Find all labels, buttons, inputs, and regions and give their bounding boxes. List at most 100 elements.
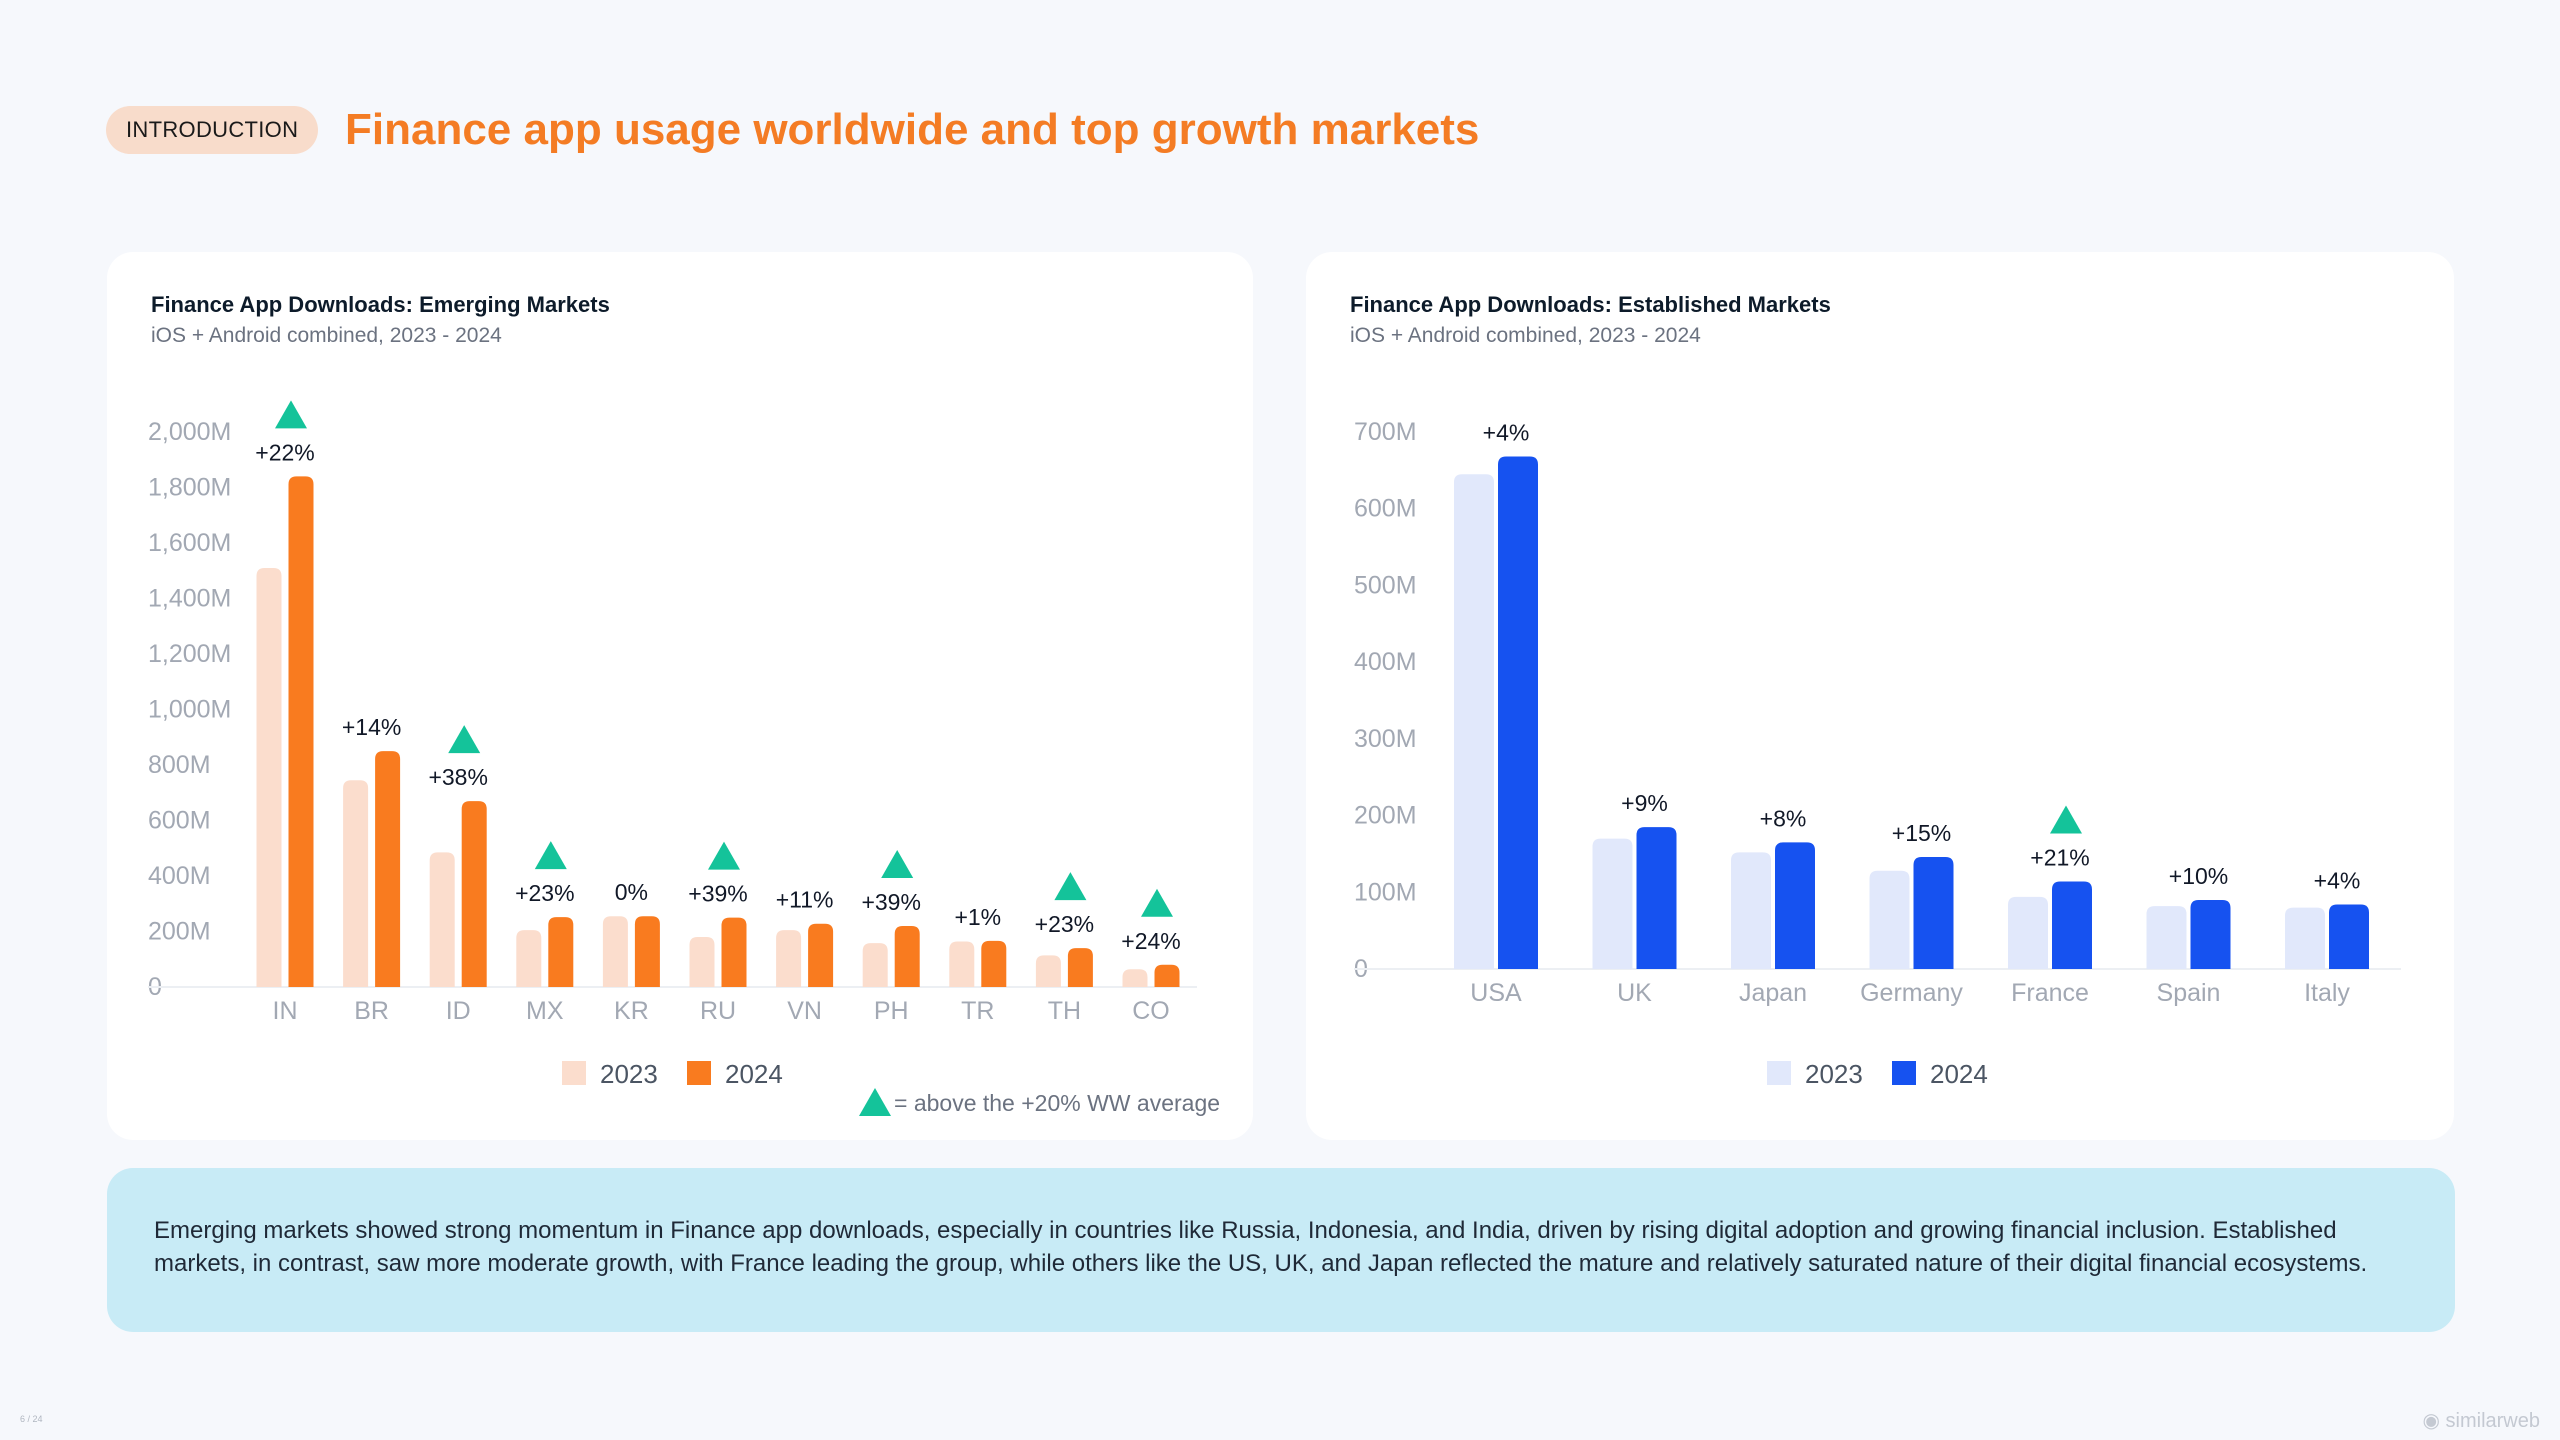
x-tick-label: RU [700,997,736,1025]
established-chart-subtitle: iOS + Android combined, 2023 - 2024 [1350,324,1701,347]
bar-2024-co [1154,964,1180,987]
emerging-markets-card: Finance App Downloads: Emerging Markets … [107,252,1253,1140]
bar-2023-co [1122,969,1148,987]
emerging-markets-chart: 0200M400M600M800M1,000M1,200M1,400M1,600… [148,400,1220,1116]
growth-label: +38% [428,764,487,790]
y-tick-label: 600M [1354,495,1417,523]
growth-label: +4% [1483,420,1530,446]
y-tick-label: 600M [148,807,211,835]
legend-swatch-2024 [687,1061,711,1085]
bar-2023-kr [602,916,628,987]
bar-2024-ru [721,917,747,987]
x-tick-label: BR [354,997,389,1025]
bar-2023-usa [1454,474,1494,969]
bar-2024-germany [1913,856,1954,969]
y-tick-label: 800M [148,751,211,779]
bar-2024-ph [894,925,920,987]
legend-label-2024: 2024 [1930,1059,1988,1089]
established-markets-chart: 0100M200M300M400M500M600M700MUSA+4%UK+9%… [1354,418,2401,1089]
emerging-chart-title: Finance App Downloads: Emerging Markets [151,292,610,317]
bar-2024-spain [2190,899,2231,969]
y-tick-label: 2,000M [148,418,231,446]
legend-label-2024: 2024 [725,1059,783,1089]
brand-logo: ◉ similarweb [2423,1408,2540,1433]
page-title: Finance app usage worldwide and top grow… [345,105,1480,154]
bar-2024-usa [1498,456,1538,969]
x-tick-label: Germany [1860,979,1963,1007]
bar-2024-in [288,476,314,987]
summary-box: Emerging markets showed strong momentum … [107,1168,2455,1332]
y-tick-label: 400M [1354,648,1417,676]
growth-label: +23% [1035,911,1094,937]
x-tick-label: TR [961,997,994,1025]
growth-label: +21% [2030,845,2089,871]
above-average-marker-icon [881,849,914,878]
y-tick-label: 1,000M [148,696,231,724]
legend-swatch-2023 [1767,1061,1791,1085]
brand-icon: ◉ [2422,1410,2446,1432]
bar-2024-kr [634,916,660,987]
summary-text: Emerging markets showed strong momentum … [154,1217,2368,1277]
x-tick-label: PH [874,997,909,1025]
growth-label: +22% [255,439,314,465]
x-tick-label: MX [526,997,564,1025]
x-tick-label: ID [446,997,471,1025]
bar-2023-id [429,852,455,987]
above-average-marker-icon [1054,872,1087,901]
bar-2023-germany [1869,870,1910,969]
bar-2023-japan [1731,852,1771,969]
bar-2023-ph [862,943,888,987]
legend-label-2023: 2023 [600,1059,658,1089]
growth-label: +9% [1621,790,1668,816]
x-tick-label: CO [1132,997,1170,1025]
growth-label: +4% [2314,868,2361,894]
page-number: 6 / 24 [20,1414,43,1424]
bar-2023-spain [2146,906,2187,969]
growth-label: +23% [515,880,574,906]
x-tick-label: Spain [2157,979,2221,1007]
marker-note: = above the +20% WW average [894,1090,1220,1116]
y-tick-label: 700M [1354,418,1417,446]
x-tick-label: USA [1470,979,1522,1007]
bar-2024-uk [1636,827,1677,969]
above-average-marker-icon [1141,888,1173,917]
growth-label: +11% [776,887,834,913]
y-tick-label: 100M [1354,878,1417,906]
bar-2024-vn [808,923,834,987]
y-tick-label: 500M [1354,571,1417,599]
bar-2024-tr [981,940,1007,987]
growth-label: +15% [1892,820,1951,846]
bar-2023-vn [776,930,802,987]
growth-label: +39% [861,889,920,915]
x-tick-label: TH [1048,997,1081,1025]
growth-label: 0% [615,879,648,905]
x-tick-label: Italy [2304,979,2350,1007]
bar-2023-france [2008,896,2048,969]
legend-marker-icon [859,1088,891,1116]
legend-label-2023: 2023 [1805,1059,1863,1089]
bar-2023-th [1035,955,1061,987]
bar-2023-mx [516,930,542,987]
bar-2023-br [343,780,369,987]
growth-label: +8% [1760,805,1807,831]
above-average-marker-icon [448,725,481,754]
bar-2024-france [2052,881,2092,969]
emerging-chart-subtitle: iOS + Android combined, 2023 - 2024 [151,324,502,347]
bar-2024-th [1067,948,1093,987]
y-tick-label: 1,800M [148,474,231,502]
bar-2024-mx [548,917,574,987]
y-tick-label: 200M [1354,802,1417,830]
x-tick-label: France [2011,979,2089,1007]
above-average-marker-icon [275,400,307,429]
brand-name: similarweb [2445,1410,2540,1432]
x-tick-label: IN [273,997,298,1025]
y-tick-label: 1,600M [148,529,231,557]
growth-label: +10% [2169,863,2228,889]
growth-label: +14% [342,714,401,740]
legend-swatch-2023 [562,1061,586,1085]
above-average-marker-icon [534,841,567,870]
x-tick-label: Japan [1739,979,1807,1007]
bar-2024-italy [2329,904,2369,969]
y-tick-label: 300M [1354,725,1417,753]
bar-2024-br [375,751,401,987]
